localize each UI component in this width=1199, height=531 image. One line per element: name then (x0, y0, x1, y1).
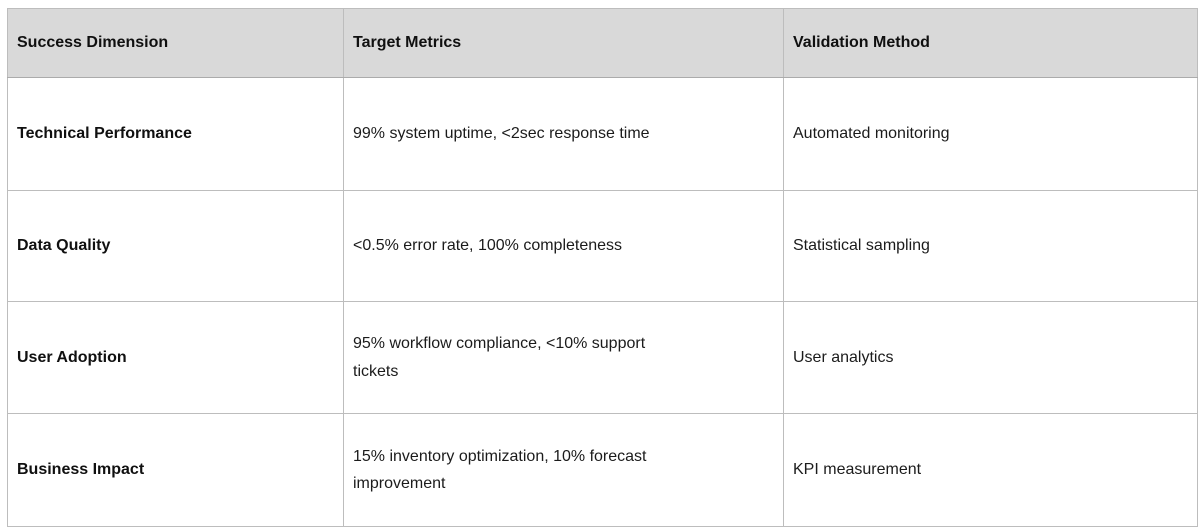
column-header-validation-method: Validation Method (783, 8, 1198, 78)
cell-value: Automated monitoring (793, 125, 950, 143)
table-row: Data Quality <0.5% error rate, 100% comp… (7, 190, 1198, 302)
cell-value: User Adoption (17, 348, 127, 366)
cell-validation-method: Automated monitoring (783, 77, 1198, 191)
column-header-label: Target Metrics (353, 34, 462, 52)
cell-value: User analytics (793, 348, 894, 366)
cell-value: 15% inventory optimization, 10% forecast… (353, 447, 647, 492)
table-row: User Adoption 95% workflow compliance, <… (7, 301, 1198, 414)
column-header-success-dimension: Success Dimension (7, 8, 344, 78)
success-metrics-table: Success Dimension Target Metrics Validat… (7, 8, 1198, 527)
cell-validation-method: KPI measurement (783, 413, 1198, 527)
cell-value: Data Quality (17, 237, 111, 255)
table-row: Business Impact 15% inventory optimizati… (7, 413, 1198, 527)
cell-validation-method: Statistical sampling (783, 190, 1198, 302)
cell-value: Business Impact (17, 461, 145, 479)
cell-value: 95% workflow compliance, <10% support ti… (353, 335, 646, 380)
cell-value: <0.5% error rate, 100% completeness (353, 237, 623, 255)
header-row: Success Dimension Target Metrics Validat… (7, 8, 1198, 78)
cell-target-metrics: <0.5% error rate, 100% completeness (343, 190, 784, 302)
cell-value: 99% system uptime, <2sec response time (353, 125, 650, 143)
column-header-label: Success Dimension (17, 34, 169, 52)
cell-success-dimension: Data Quality (7, 190, 344, 302)
cell-success-dimension: Technical Performance (7, 77, 344, 191)
column-header-label: Validation Method (793, 34, 930, 52)
cell-target-metrics: 15% inventory optimization, 10% forecast… (343, 413, 784, 527)
cell-value: Statistical sampling (793, 237, 930, 255)
cell-value: Technical Performance (17, 125, 192, 143)
cell-success-dimension: User Adoption (7, 301, 344, 414)
cell-target-metrics: 95% workflow compliance, <10% support ti… (343, 301, 784, 414)
cell-validation-method: User analytics (783, 301, 1198, 414)
cell-target-metrics: 99% system uptime, <2sec response time (343, 77, 784, 191)
cell-value: KPI measurement (793, 461, 922, 479)
column-header-target-metrics: Target Metrics (343, 8, 784, 78)
cell-success-dimension: Business Impact (7, 413, 344, 527)
table-row: Technical Performance 99% system uptime,… (7, 77, 1198, 191)
